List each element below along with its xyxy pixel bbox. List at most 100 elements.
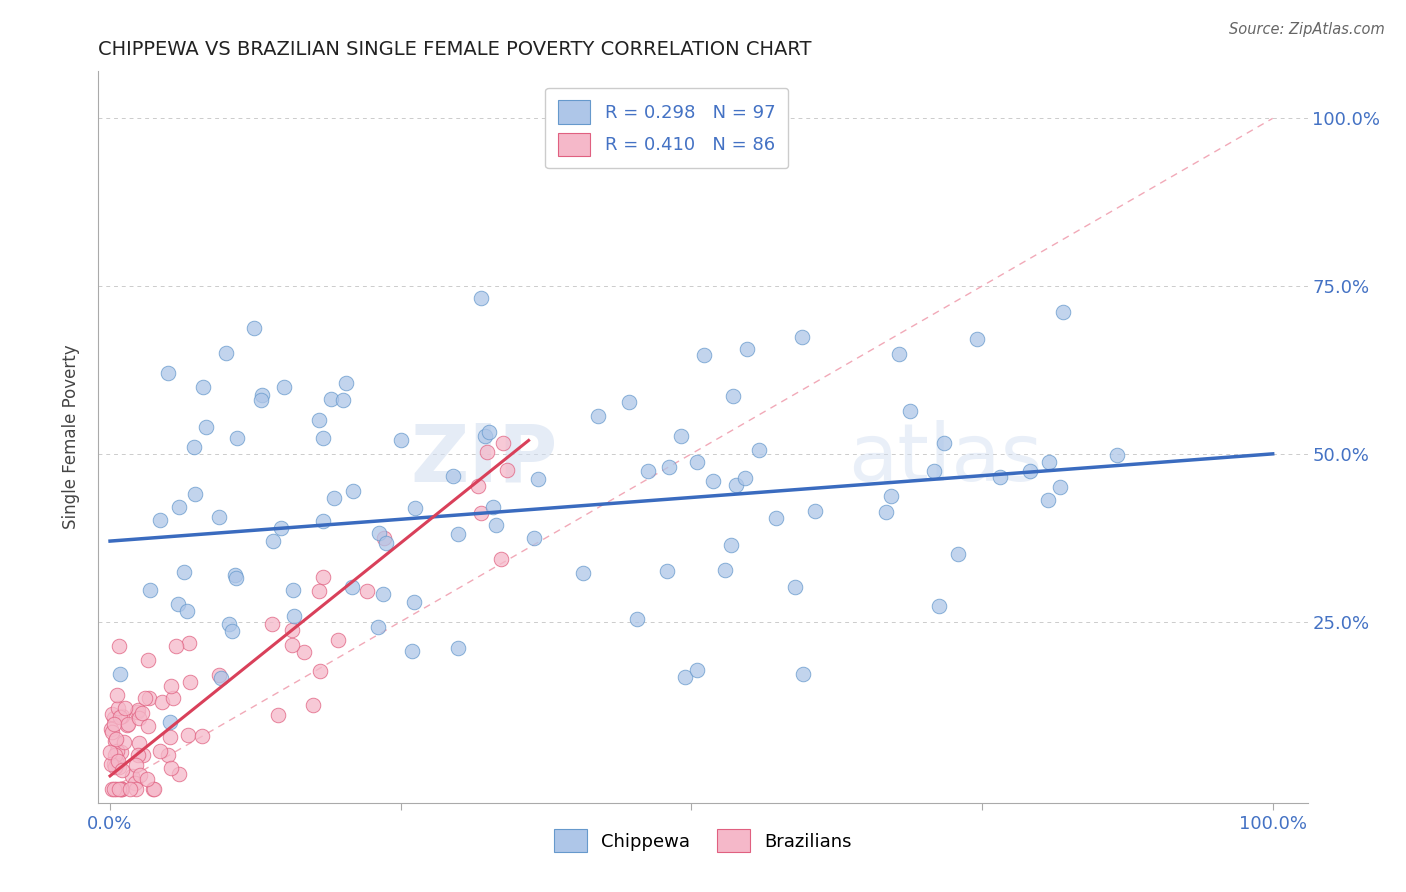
Point — [128, 711, 150, 725]
Point — [658, 460, 681, 475]
Point — [108, 639, 131, 653]
Point — [108, 782, 131, 797]
Point — [134, 690, 156, 705]
Point — [107, 700, 129, 714]
Point — [321, 392, 343, 406]
Point — [111, 782, 134, 797]
Point — [1049, 480, 1071, 494]
Point — [127, 703, 149, 717]
Point — [159, 715, 181, 730]
Point — [478, 425, 501, 439]
Point — [617, 395, 640, 409]
Point — [125, 758, 148, 772]
Point — [195, 419, 218, 434]
Point — [326, 632, 349, 647]
Point — [588, 409, 610, 424]
Point — [477, 444, 499, 458]
Point — [765, 511, 787, 525]
Point — [887, 347, 910, 361]
Point — [117, 716, 139, 731]
Point — [165, 639, 187, 653]
Point — [160, 761, 183, 775]
Point — [111, 763, 134, 777]
Point — [332, 393, 354, 408]
Point — [273, 380, 295, 394]
Point — [129, 767, 152, 781]
Point — [467, 478, 489, 492]
Point — [100, 723, 122, 737]
Point — [103, 717, 125, 731]
Point — [242, 321, 264, 335]
Point — [481, 500, 503, 514]
Point — [131, 748, 153, 763]
Point — [224, 568, 246, 582]
Point — [105, 744, 128, 758]
Point — [723, 389, 745, 403]
Point — [1036, 492, 1059, 507]
Point — [281, 624, 304, 638]
Point — [149, 744, 172, 758]
Point — [128, 736, 150, 750]
Point — [713, 563, 735, 577]
Point — [720, 538, 742, 552]
Point — [176, 728, 198, 742]
Point — [880, 489, 903, 503]
Point — [176, 604, 198, 618]
Point — [177, 636, 200, 650]
Point — [571, 566, 593, 580]
Point — [98, 745, 121, 759]
Point — [1107, 448, 1129, 462]
Point — [208, 509, 231, 524]
Point — [124, 776, 146, 790]
Point — [104, 760, 127, 774]
Point — [136, 653, 159, 667]
Point — [470, 291, 492, 305]
Point — [138, 583, 160, 598]
Point — [523, 532, 546, 546]
Point — [167, 767, 190, 781]
Point — [373, 532, 395, 546]
Point — [675, 670, 697, 684]
Point — [267, 707, 290, 722]
Point — [262, 534, 284, 549]
Point — [138, 691, 160, 706]
Point — [169, 500, 191, 514]
Point — [292, 644, 315, 658]
Point — [785, 580, 807, 594]
Point — [157, 367, 180, 381]
Point — [447, 527, 470, 541]
Point — [309, 665, 332, 679]
Point — [804, 504, 827, 518]
Point — [308, 583, 330, 598]
Point — [283, 608, 305, 623]
Point — [669, 428, 692, 442]
Point — [156, 747, 179, 762]
Point — [474, 428, 496, 442]
Point — [101, 782, 124, 797]
Point — [125, 782, 148, 797]
Point — [367, 620, 389, 634]
Point — [270, 521, 292, 535]
Text: CHIPPEWA VS BRAZILIAN SINGLE FEMALE POVERTY CORRELATION CHART: CHIPPEWA VS BRAZILIAN SINGLE FEMALE POVE… — [98, 39, 811, 59]
Point — [100, 756, 122, 771]
Point — [104, 748, 127, 763]
Point — [302, 698, 325, 712]
Point — [167, 597, 190, 611]
Point — [922, 464, 945, 478]
Point — [105, 732, 128, 747]
Point — [114, 701, 136, 715]
Legend: Chippewa, Brazilians: Chippewa, Brazilians — [547, 822, 859, 860]
Point — [748, 442, 770, 457]
Point — [401, 644, 423, 658]
Point — [932, 436, 955, 450]
Point — [110, 782, 132, 797]
Point — [693, 348, 716, 362]
Point — [105, 688, 128, 702]
Point — [702, 474, 724, 488]
Point — [686, 663, 709, 677]
Point — [1019, 464, 1042, 478]
Point — [375, 535, 398, 549]
Point — [725, 478, 748, 492]
Point — [104, 734, 127, 748]
Point — [105, 756, 128, 771]
